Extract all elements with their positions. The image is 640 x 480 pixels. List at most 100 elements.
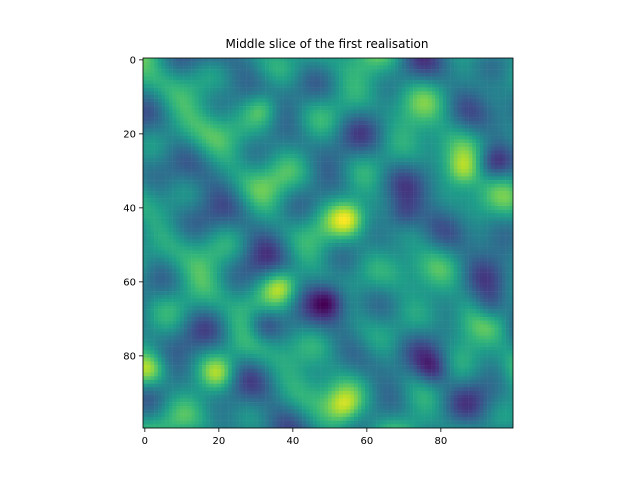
heatmap-cell xyxy=(368,217,373,222)
heatmap-cell xyxy=(298,139,303,144)
heatmap-cell xyxy=(468,58,473,62)
heatmap-cell xyxy=(487,209,492,214)
heatmap-cell xyxy=(239,235,244,240)
heatmap-cell xyxy=(402,176,406,181)
heatmap-cell xyxy=(257,106,262,111)
heatmap-cell xyxy=(305,209,310,214)
heatmap-cell xyxy=(413,76,418,81)
heatmap-cell xyxy=(413,161,418,166)
heatmap-cell xyxy=(446,117,451,122)
heatmap-cell xyxy=(409,120,414,125)
heatmap-cell xyxy=(291,183,295,188)
heatmap-cell xyxy=(217,117,221,122)
heatmap-cell xyxy=(353,76,358,81)
heatmap-cell xyxy=(231,176,236,181)
heatmap-cell xyxy=(217,146,221,151)
heatmap-cell xyxy=(161,161,166,166)
heatmap-cell xyxy=(383,157,388,162)
heatmap-cell xyxy=(442,91,447,96)
heatmap-cell xyxy=(157,220,162,225)
heatmap-cell xyxy=(372,157,377,162)
heatmap-cell xyxy=(509,102,514,107)
heatmap-cell xyxy=(279,109,284,114)
heatmap-cell xyxy=(405,91,410,96)
heatmap-cell xyxy=(209,172,214,177)
heatmap-cell xyxy=(387,76,392,81)
heatmap-cell xyxy=(420,220,425,225)
heatmap-cell xyxy=(265,61,270,66)
heatmap-cell xyxy=(357,213,362,218)
heatmap-cell xyxy=(246,72,251,77)
heatmap-cell xyxy=(242,132,247,136)
heatmap-cell xyxy=(172,95,177,99)
heatmap-cell xyxy=(376,72,381,77)
heatmap-cell xyxy=(498,143,503,148)
heatmap-cell xyxy=(368,76,373,81)
heatmap-cell xyxy=(250,143,255,148)
heatmap-cell xyxy=(261,235,266,240)
heatmap-cell xyxy=(305,183,310,188)
heatmap-cell xyxy=(450,117,455,122)
heatmap-cell xyxy=(398,165,403,170)
heatmap-cell xyxy=(316,128,321,133)
heatmap-cell xyxy=(183,183,188,188)
heatmap-cell xyxy=(328,183,332,188)
heatmap-cell xyxy=(442,154,447,159)
heatmap-cell xyxy=(390,165,395,170)
heatmap-cell xyxy=(302,172,307,177)
heatmap-cell xyxy=(487,161,492,166)
heatmap-cell xyxy=(431,198,436,203)
heatmap-cell xyxy=(305,120,310,125)
heatmap-cell xyxy=(168,198,173,203)
heatmap-cell xyxy=(446,135,451,140)
heatmap-cell xyxy=(387,235,392,240)
heatmap-cell xyxy=(376,176,381,181)
heatmap-cell xyxy=(154,217,159,222)
heatmap-cell xyxy=(246,191,251,196)
heatmap-cell xyxy=(476,139,480,144)
heatmap-cell xyxy=(494,120,499,125)
heatmap-cell xyxy=(435,239,440,244)
heatmap-cell xyxy=(439,180,443,185)
heatmap-cell xyxy=(194,72,199,77)
heatmap-cell xyxy=(505,180,510,185)
heatmap-cell xyxy=(442,72,447,77)
heatmap-cell xyxy=(494,69,499,74)
heatmap-cell xyxy=(302,146,307,151)
heatmap-cell xyxy=(287,157,292,162)
heatmap-cell xyxy=(161,198,166,203)
heatmap-cell xyxy=(365,146,369,151)
heatmap-cell xyxy=(239,228,244,233)
heatmap-cell xyxy=(453,176,458,181)
heatmap-cell xyxy=(339,198,344,203)
heatmap-cell xyxy=(416,109,421,114)
heatmap-cell xyxy=(291,139,295,144)
heatmap-cell xyxy=(376,102,381,107)
heatmap-cell xyxy=(268,58,273,62)
heatmap-cell xyxy=(498,187,503,192)
heatmap-cell xyxy=(335,180,340,185)
heatmap-cell xyxy=(268,143,273,148)
heatmap-cell xyxy=(509,169,514,173)
heatmap-cell xyxy=(302,72,307,77)
heatmap-cell xyxy=(313,220,318,225)
heatmap-cell xyxy=(368,220,373,225)
heatmap-cell xyxy=(398,161,403,166)
heatmap-cell xyxy=(257,198,262,203)
heatmap-cell xyxy=(287,83,292,88)
heatmap-cell xyxy=(209,213,214,218)
heatmap-cell xyxy=(394,220,399,225)
heatmap-cell xyxy=(154,128,159,133)
heatmap-cell xyxy=(265,191,270,196)
heatmap-cell xyxy=(453,83,458,88)
heatmap-cell xyxy=(468,202,473,207)
heatmap-cell xyxy=(183,165,188,170)
heatmap-cell xyxy=(494,102,499,107)
heatmap-cell xyxy=(498,80,503,85)
heatmap-cell xyxy=(224,69,229,74)
heatmap-cell xyxy=(242,198,247,203)
heatmap-cell xyxy=(276,213,281,218)
heatmap-cell xyxy=(279,139,284,144)
heatmap-cell xyxy=(209,76,214,81)
heatmap-cell xyxy=(501,117,506,122)
